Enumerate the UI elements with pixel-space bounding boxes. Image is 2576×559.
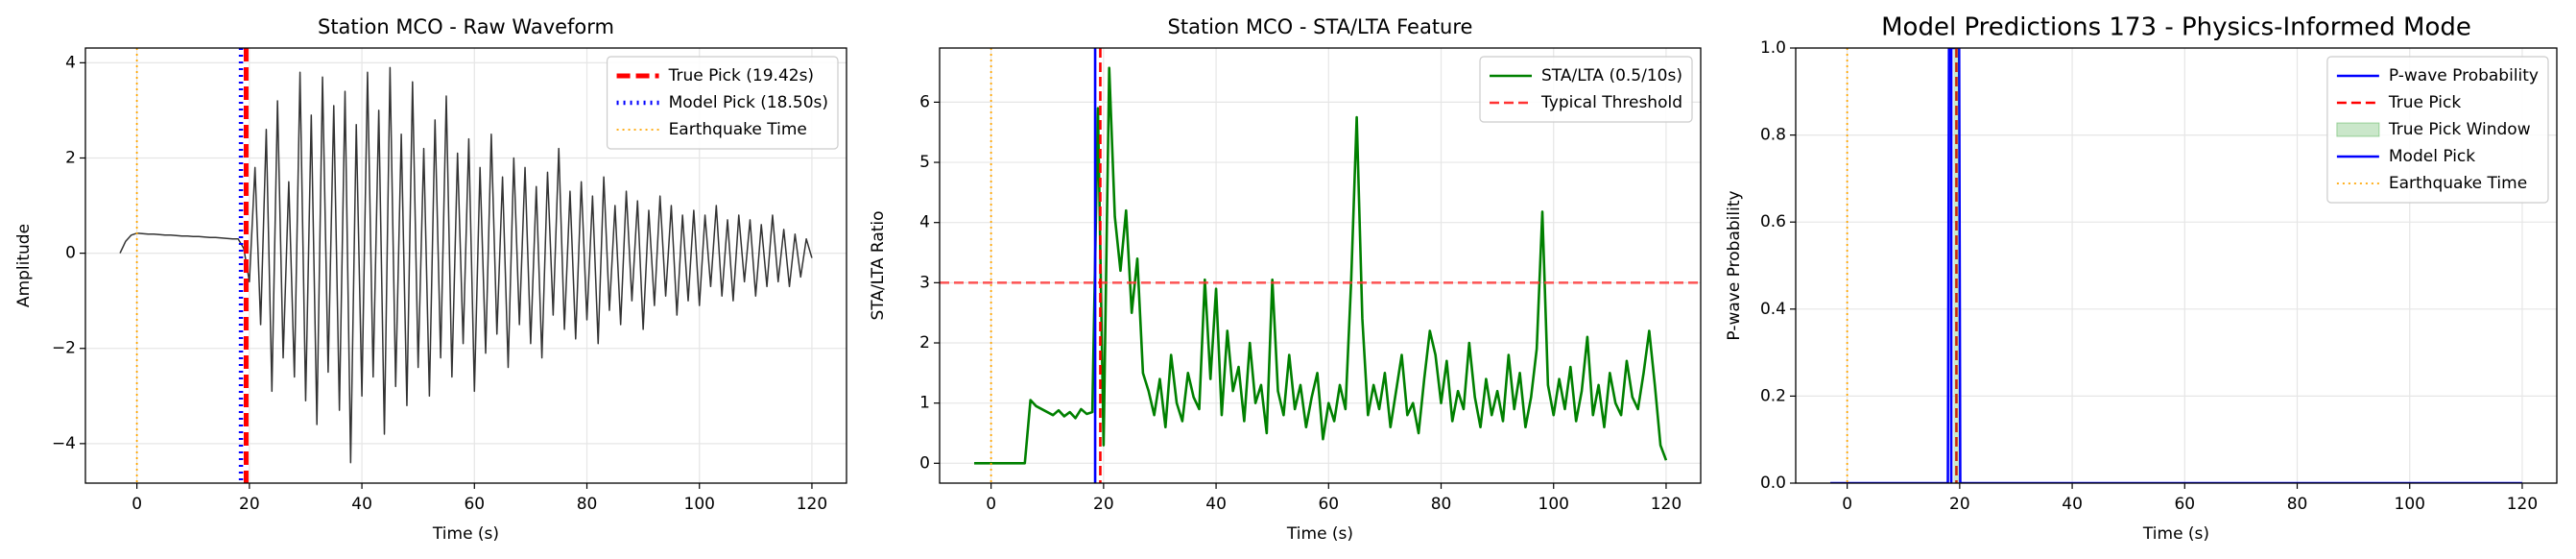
y-tick-label: 4 <box>65 53 76 72</box>
y-tick-label: 3 <box>919 273 930 292</box>
y-tick-label: −4 <box>52 434 76 453</box>
y-axis-label: Amplitude <box>14 224 34 307</box>
legend-box <box>1479 56 1693 123</box>
x-tick-label: 80 <box>1431 495 1452 514</box>
y-tick-label: 2 <box>65 148 76 167</box>
axes-frame <box>1795 47 2558 484</box>
x-tick-label: 20 <box>1093 495 1114 514</box>
y-tick-label: 1.0 <box>1760 38 1786 58</box>
x-tick-label: 80 <box>577 495 598 514</box>
legend-label: True Pick Window <box>2388 120 2531 139</box>
axes-frame <box>939 47 1702 484</box>
x-tick-label: 0 <box>1842 495 1852 514</box>
x-tick-label: 20 <box>1949 495 1970 514</box>
legend: P-wave Probability True Pick True Pick Win… <box>2326 56 2549 204</box>
legend-label: Earthquake Time <box>669 120 807 139</box>
legend-label: True Pick <box>2388 93 2461 112</box>
x-tick-label: 100 <box>1538 495 1569 514</box>
x-tick-label: 60 <box>1318 495 1339 514</box>
legend-label: Typical Threshold <box>1540 93 1682 112</box>
x-tick-label: 120 <box>1651 495 1682 514</box>
plot-area <box>119 48 813 483</box>
data-line <box>119 66 813 464</box>
y-tick-label: 6 <box>919 92 930 111</box>
legend-label: Earthquake Time <box>2389 174 2527 193</box>
y-tick-label: 0.4 <box>1760 300 1786 319</box>
x-tick-label: 40 <box>2062 495 2083 514</box>
plot-area <box>940 48 1701 483</box>
x-tick-label: 120 <box>2507 495 2538 514</box>
x-tick-label: 100 <box>2395 495 2425 514</box>
x-tick-label: 40 <box>1205 495 1227 514</box>
x-tick-label: 60 <box>2174 495 2195 514</box>
x-axis-label: Time (s) <box>2142 524 2209 544</box>
x-tick-label: 100 <box>684 495 715 514</box>
y-tick-label: 1 <box>919 394 930 413</box>
legend-label: P-wave Probability <box>2389 66 2539 85</box>
span <box>1953 48 1960 483</box>
x-tick-label: 120 <box>797 495 827 514</box>
legend-swatch <box>2336 122 2380 137</box>
chart-title: Model Predictions 173 - Physics-Informed… <box>1881 13 2471 42</box>
legend: STA/LTA (0.5/10s) Typical Threshold <box>1479 56 1693 123</box>
y-tick-label: 5 <box>919 153 930 172</box>
x-axis-label: Time (s) <box>1286 524 1353 544</box>
legend-box <box>2326 56 2549 204</box>
x-tick-label: 0 <box>986 495 996 514</box>
chart-title: Station MCO - STA/LTA Feature <box>1168 15 1473 38</box>
x-tick-label: 80 <box>2287 495 2308 514</box>
x-tick-label: 20 <box>239 495 260 514</box>
y-tick-label: 0.2 <box>1760 386 1786 405</box>
y-tick-label: 0.8 <box>1760 126 1786 145</box>
data-line <box>974 66 1668 465</box>
legend-label: Model Pick (18.50s) <box>669 93 828 112</box>
y-tick-label: 2 <box>919 333 930 352</box>
axes-frame <box>84 47 847 484</box>
y-tick-label: 0 <box>65 244 76 263</box>
y-tick-label: 0.0 <box>1760 474 1786 493</box>
legend: True Pick (19.42s) Model Pick (18.50s) Ear… <box>606 56 839 150</box>
y-tick-label: 0 <box>919 453 930 473</box>
y-tick-label: 0.6 <box>1760 212 1786 231</box>
legend-label: True Pick (19.42s) <box>668 66 815 85</box>
x-tick-label: 40 <box>351 495 372 514</box>
chart-title: Station MCO - Raw Waveform <box>318 15 614 38</box>
plot-area <box>1830 48 2522 483</box>
legend-label: Model Pick <box>2389 147 2475 166</box>
x-axis-label: Time (s) <box>432 524 499 544</box>
legend-box <box>606 56 839 150</box>
y-tick-label: −2 <box>52 339 76 358</box>
y-axis-label: P-wave Probability <box>1725 190 1744 340</box>
y-tick-label: 4 <box>919 213 930 232</box>
x-tick-label: 0 <box>131 495 142 514</box>
x-tick-label: 60 <box>464 495 485 514</box>
y-axis-label: STA/LTA Ratio <box>869 210 888 320</box>
legend-label: STA/LTA (0.5/10s) <box>1541 66 1682 85</box>
